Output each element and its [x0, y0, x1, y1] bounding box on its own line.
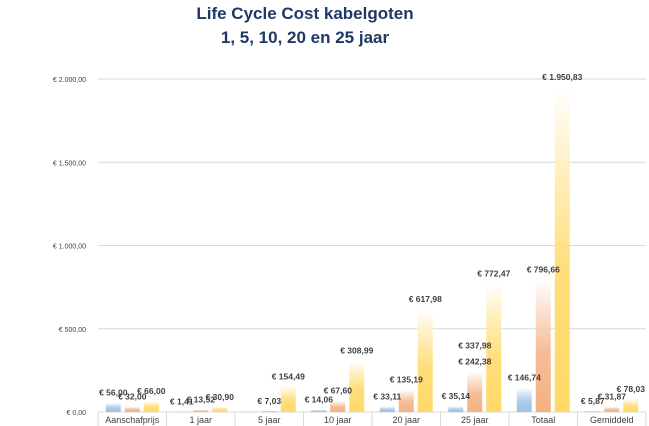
bar	[486, 283, 502, 412]
bar	[535, 279, 551, 412]
data-label: € 35,14	[442, 391, 471, 401]
data-label: € 56,00	[99, 388, 128, 398]
bar	[417, 309, 433, 412]
data-label: € 31,87	[598, 392, 627, 402]
data-label: € 66,00	[137, 386, 166, 396]
bar	[212, 406, 228, 412]
data-label: € 154,49	[272, 371, 305, 381]
data-label: € 337,98	[458, 341, 491, 351]
data-label: € 13,52	[187, 395, 216, 405]
data-label: € 617,98	[409, 294, 442, 304]
bar	[330, 400, 346, 412]
data-label: € 14,06	[305, 395, 334, 405]
data-label: € 67,60	[324, 386, 353, 396]
chart-subtitle: 1, 5, 10, 20 en 25 jaar	[220, 28, 390, 47]
bar	[261, 410, 277, 412]
data-label: € 242,38	[458, 357, 491, 367]
bars	[105, 87, 639, 413]
bar	[585, 411, 601, 412]
y-tick-label: € 1.000,00	[53, 244, 86, 251]
bar	[448, 406, 464, 412]
bar	[193, 409, 209, 412]
bar	[623, 399, 639, 412]
x-tick-label: Aanschafprijs	[105, 415, 160, 425]
bar	[124, 406, 140, 412]
data-label: € 135,19	[390, 374, 423, 384]
data-label: € 1.950,83	[542, 72, 582, 82]
data-label: € 78,03	[617, 384, 646, 394]
y-tick-label: € 500,00	[59, 327, 86, 334]
x-axis: Aanschafprijs 1 jaar 5 jaar 10 jaar 20 jaar 2…	[97, 412, 647, 426]
data-label: € 1,41	[170, 397, 194, 407]
data-label: € 5,87	[581, 396, 605, 406]
data-label: € 30,90	[206, 392, 235, 402]
x-tick-label: Gemiddeld	[590, 415, 634, 425]
bar	[379, 406, 395, 412]
x-tick-label: 10 jaar	[324, 415, 352, 425]
bar	[174, 411, 190, 412]
bar	[280, 386, 296, 412]
y-tick-label: € 0,00	[67, 410, 87, 417]
data-label: € 796,66	[527, 264, 560, 274]
bar	[143, 401, 159, 412]
data-label: € 146,74	[508, 373, 541, 383]
y-tick-label: € 1.500,00	[53, 160, 86, 167]
y-axis: € 0,00 € 500,00 € 1.000,00 € 1.500,00 € 2.00…	[53, 77, 86, 417]
bar	[554, 87, 570, 413]
bar	[516, 387, 532, 412]
bar	[467, 371, 483, 412]
bar	[242, 411, 258, 412]
bar	[311, 409, 327, 412]
data-label: € 7,03	[257, 396, 281, 406]
data-label: € 772,47	[477, 268, 510, 278]
y-tick-label: € 2.000,00	[53, 77, 86, 84]
bar	[398, 389, 414, 412]
x-tick-label: 25 jaar	[461, 415, 489, 425]
x-tick-label: 1 jaar	[189, 415, 212, 425]
x-tick-label: 20 jaar	[392, 415, 420, 425]
data-label: € 308,99	[340, 346, 373, 356]
chart-title: Life Cycle Cost kabelgoten	[196, 4, 414, 23]
data-label: € 32,00	[118, 392, 147, 402]
bar	[349, 360, 365, 412]
bar	[105, 402, 121, 412]
x-tick-label: 5 jaar	[258, 415, 281, 425]
data-labels: € 56,00€ 32,00€ 66,00 € 1,41€ 13,52€ 30,9…	[99, 72, 645, 406]
chart-title-block: Life Cycle Cost kabelgoten 1, 5, 10, 20 …	[150, 2, 460, 50]
bar	[604, 406, 620, 412]
data-label: € 33,11	[373, 391, 401, 401]
x-tick-label: Totaal	[531, 415, 555, 425]
